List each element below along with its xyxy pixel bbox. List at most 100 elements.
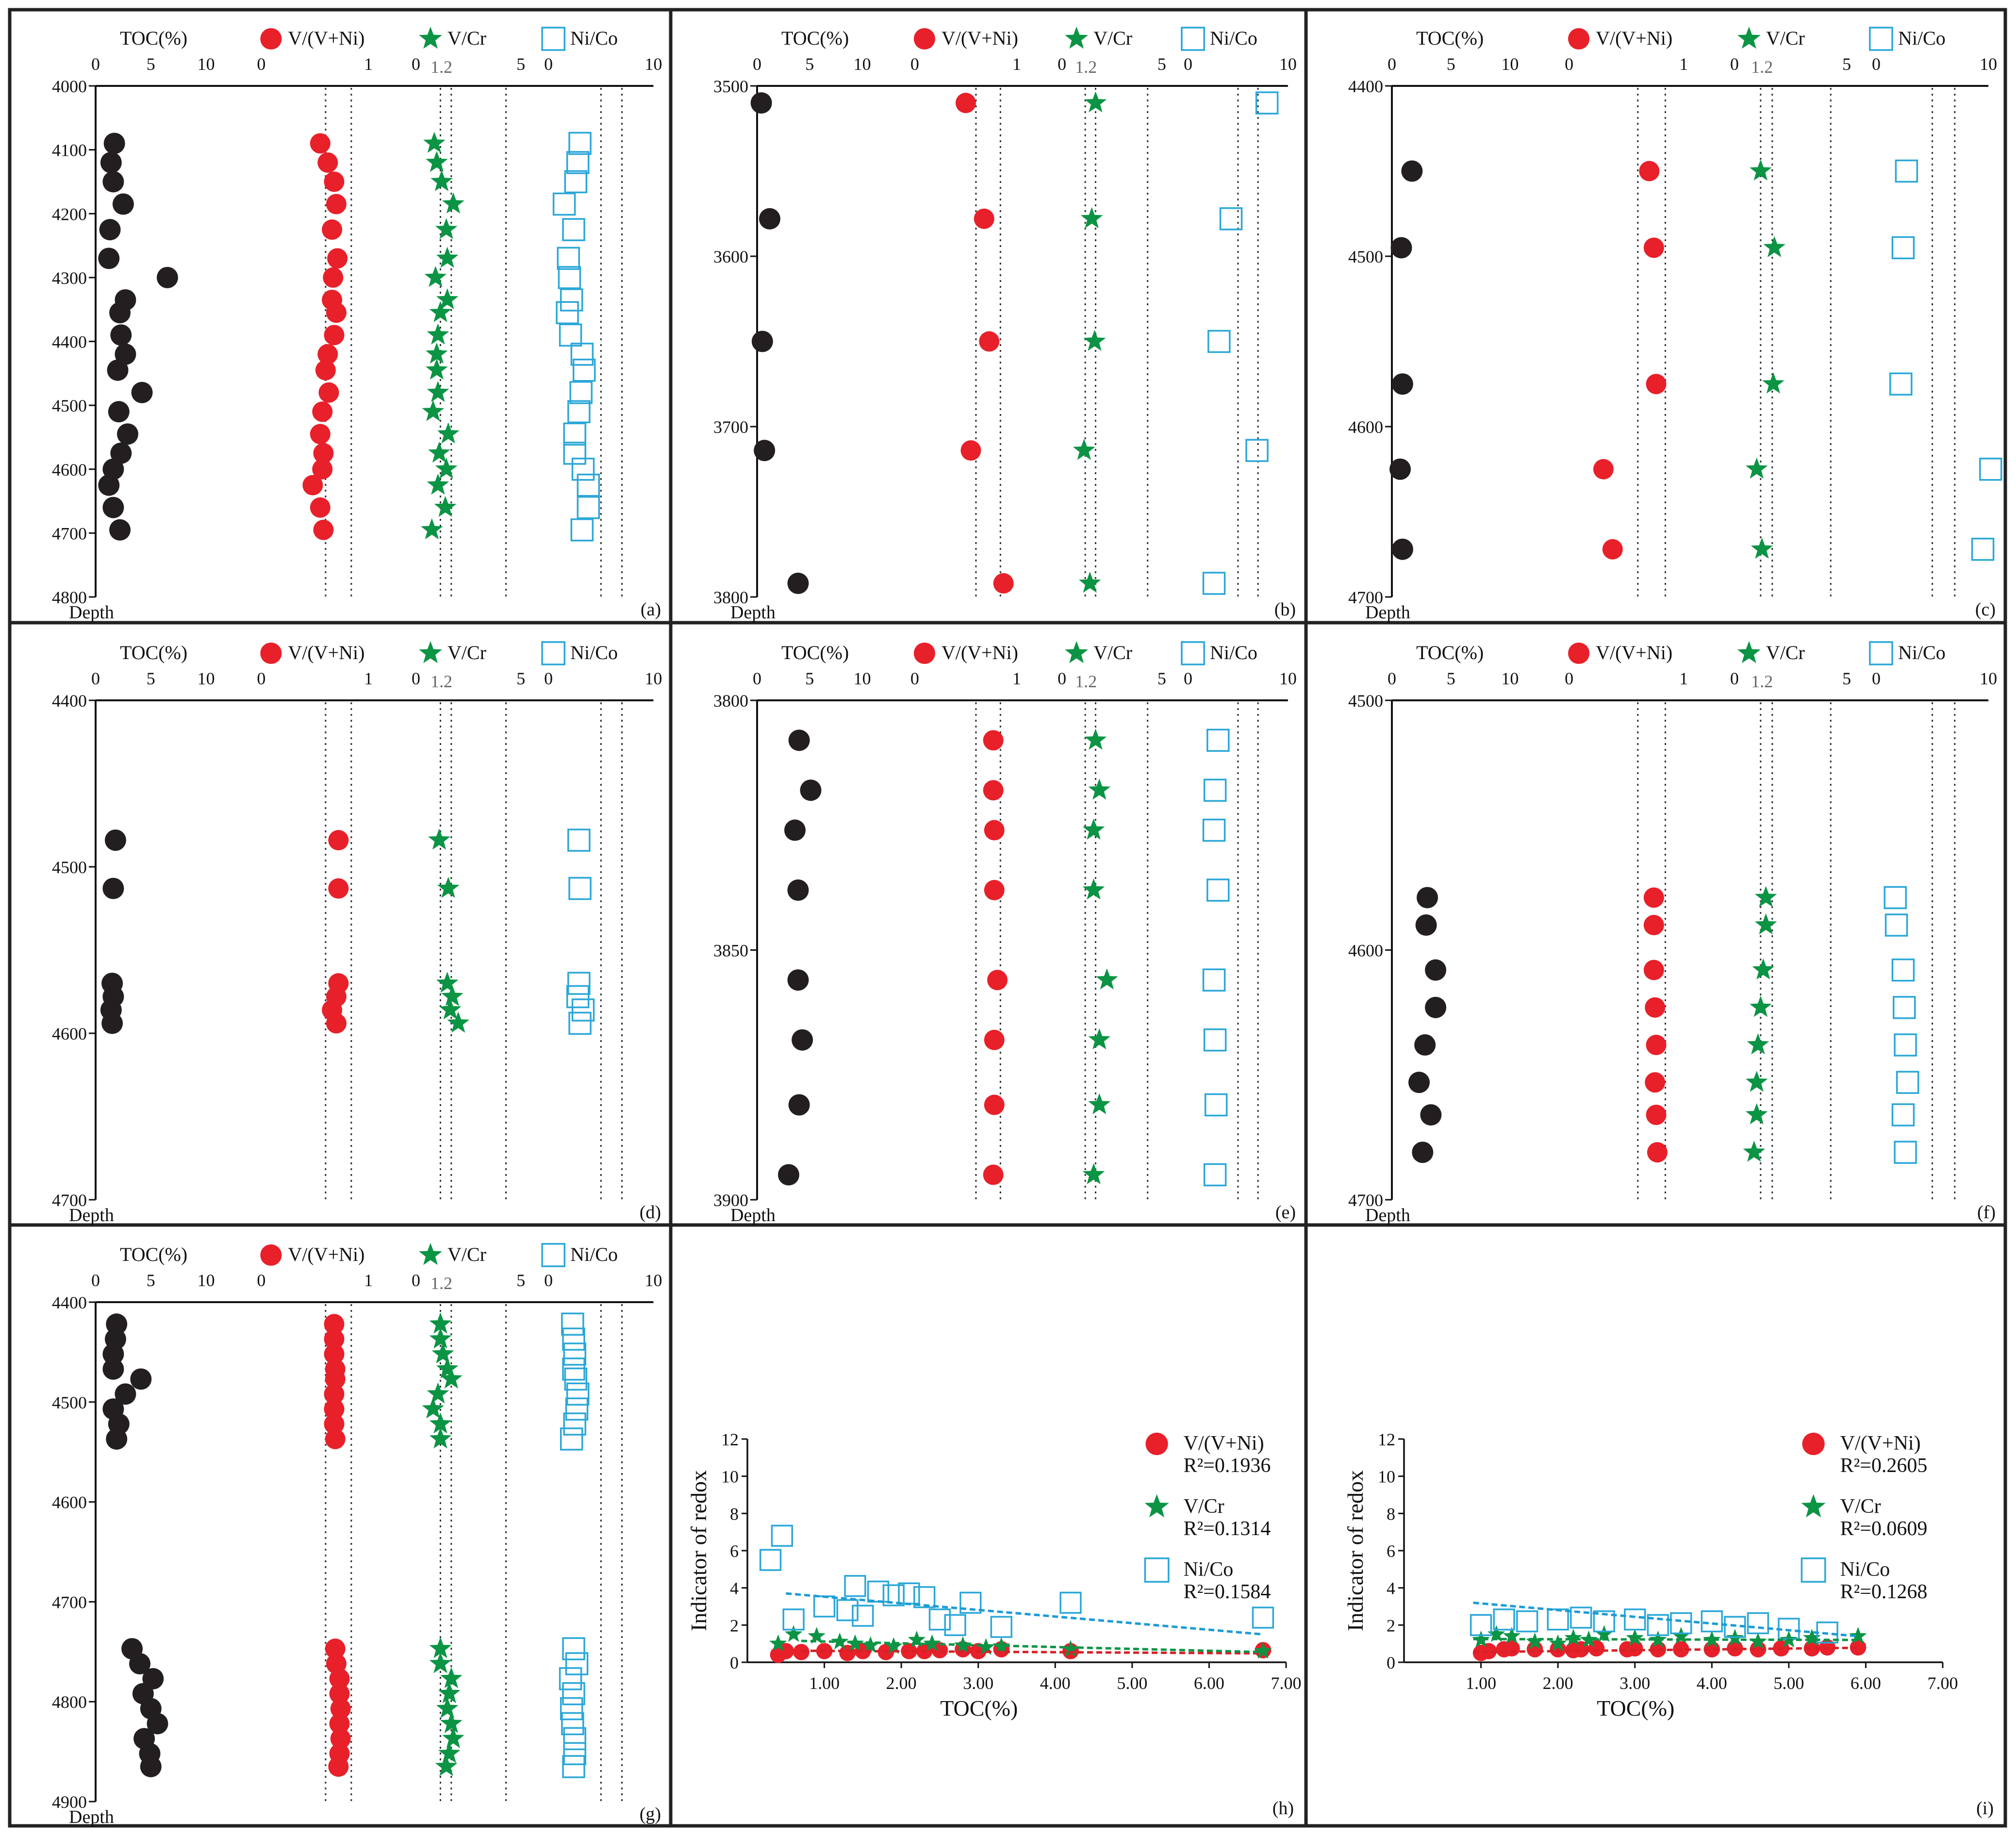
vvni-tick-0: 0: [257, 669, 265, 688]
track-label-1: V/Cr: [1766, 642, 1805, 663]
v-cr-point: [436, 288, 459, 310]
toc-point: [104, 829, 126, 851]
track-legend-marker-0: [260, 1244, 282, 1266]
point-1: [1526, 1632, 1544, 1650]
point-2: [759, 1549, 782, 1571]
panel-h: 1.00 2.00 3.00 4.00 5.00 6.00 7.00 0 2 4 6 8 10 12 TOC…: [686, 1430, 1302, 1819]
toc-point: [751, 331, 773, 352]
v-vni-point: [993, 573, 1014, 594]
v-vni-point: [325, 1428, 346, 1449]
toc-point: [156, 266, 178, 288]
vcr-tick-1-2: 1.2: [1075, 57, 1097, 77]
point-0: [1850, 1639, 1867, 1656]
toc-tick-5: 5: [147, 669, 155, 688]
v-cr-point: [429, 301, 452, 322]
vcr-tick-5: 5: [1842, 54, 1851, 74]
vvni-tick-1: 1: [1679, 669, 1688, 688]
toc-point: [1425, 996, 1447, 1018]
track-legend-marker-1: [1065, 26, 1089, 49]
panel-label: (c): [1975, 599, 1996, 620]
v-vni-point: [324, 171, 345, 192]
point-1: [1672, 1627, 1690, 1644]
vvni-tick-0: 0: [910, 669, 919, 688]
ni-co-point: [1206, 878, 1230, 902]
toc-point: [800, 779, 822, 801]
depth-axis-label: Depth: [730, 1205, 776, 1225]
x-tick-label: 2.00: [1543, 1673, 1573, 1693]
point-1: [1564, 1629, 1583, 1646]
v-cr-point: [1073, 439, 1095, 460]
toc-point: [142, 1668, 164, 1689]
toc-point: [787, 879, 809, 901]
v-cr-point: [421, 518, 443, 540]
vvni-tick-0: 0: [257, 54, 265, 74]
point-2: [1516, 1610, 1538, 1633]
toc-tick-0: 0: [1388, 54, 1396, 74]
y-tick-label: 8: [1387, 1504, 1395, 1523]
ni-co-point: [568, 132, 592, 155]
v-vni-point: [310, 133, 330, 154]
nico-tick-10: 10: [644, 669, 662, 688]
toc-tick-5: 5: [805, 54, 814, 74]
ni-co-point: [1219, 207, 1243, 231]
v-vni-point: [318, 382, 339, 403]
v-cr-point: [1752, 958, 1774, 980]
legend-name-2: Ni/Co: [1840, 1558, 1890, 1581]
track-label-1: V/Cr: [447, 27, 486, 49]
ni-co-point: [1891, 236, 1915, 260]
y-tick-label: 6: [1387, 1541, 1395, 1561]
v-vni-point: [313, 443, 334, 463]
ni-co-point: [1892, 996, 1916, 1019]
ni-co-point: [559, 1667, 582, 1690]
v-cr-point: [436, 972, 459, 993]
point-2: [1670, 1612, 1692, 1635]
panel-label: (g): [640, 1804, 661, 1824]
track-label-0: V/(V+Ni): [288, 27, 364, 49]
toc-point: [788, 1094, 810, 1116]
track-label-toc: TOC(%): [120, 27, 187, 49]
nico-tick-0: 0: [1184, 669, 1192, 688]
depth-tick-label: 4600: [52, 460, 87, 480]
panel-d: TOC(%) V/(V+Ni) V/Cr Ni/Co0 5 10 0 1 0 1.2 5 0 10440…: [52, 641, 662, 1225]
point-2: [771, 1524, 793, 1547]
depth-tick-label: 4500: [1348, 691, 1383, 711]
v-cr-point: [440, 1667, 463, 1688]
point-1: [1626, 1629, 1644, 1646]
ni-co-point: [567, 400, 591, 424]
depth-tick-label: 3700: [713, 417, 748, 437]
legend-marker-0: [1145, 1432, 1168, 1456]
trend-line-1: [1473, 1638, 1858, 1641]
v-cr-point: [427, 323, 449, 345]
ni-co-point: [562, 1327, 585, 1351]
ni-co-point: [577, 473, 600, 497]
legend-marker-1: [1144, 1494, 1169, 1518]
toc-point: [1412, 1142, 1434, 1163]
track-label-2: Ni/Co: [570, 27, 618, 49]
v-cr-point: [429, 1412, 452, 1434]
panel-g: TOC(%) V/(V+Ni) V/Cr Ni/Co0 5 10 0 1 0 1.2 5 0 10440…: [52, 1242, 662, 1827]
v-vni-point: [317, 344, 338, 364]
ni-co-point: [561, 1712, 584, 1736]
v-cr-point: [1080, 207, 1103, 229]
v-cr-point: [429, 1637, 452, 1658]
depth-tick-label: 4400: [1348, 77, 1383, 96]
point-1: [1549, 1634, 1567, 1652]
legend-r2-1: R²=0.1314: [1184, 1518, 1271, 1540]
v-vni-point: [955, 93, 976, 114]
v-cr-point: [426, 150, 448, 172]
panel-f: TOC(%) V/(V+Ni) V/Cr Ni/Co0 5 10 0 1 0 1.2 5 0 10450…: [1348, 641, 1997, 1225]
depth-tick-label: 4800: [52, 588, 87, 607]
v-vni-point: [324, 1414, 345, 1435]
depth-tick-label: 4600: [1348, 417, 1383, 437]
v-cr-point: [429, 1427, 452, 1449]
depth-tick-label: 4400: [52, 691, 87, 711]
v-vni-point: [324, 1329, 345, 1350]
ni-co-point: [1202, 968, 1226, 992]
track-legend-marker-2: [1181, 27, 1205, 51]
v-vni-point: [1645, 1072, 1666, 1093]
track-legend-marker-2: [541, 641, 566, 665]
toc-point: [754, 440, 776, 462]
v-vni-point: [1646, 1105, 1667, 1125]
depth-tick-label: 4500: [1348, 247, 1383, 266]
v-vni-point: [1647, 1142, 1668, 1163]
